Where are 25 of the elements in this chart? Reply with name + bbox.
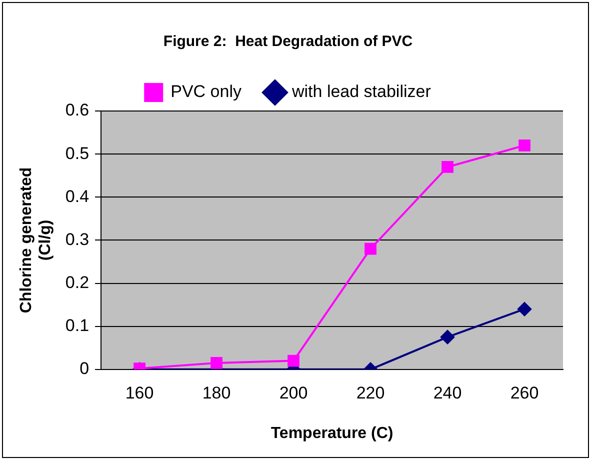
y-tick-label: 0.5 [65, 144, 90, 163]
point [440, 330, 455, 344]
point [442, 161, 454, 173]
chart-title: Figure 2: Heat Degradation of PVC [163, 33, 413, 50]
y-tick-label: 0.1 [65, 316, 90, 336]
legend-label: with lead stabilizer [290, 82, 432, 102]
x-tick-label: 260 [510, 383, 539, 402]
point [518, 140, 530, 152]
y-tick-label: 0.4 [65, 186, 90, 206]
point [364, 242, 376, 255]
y-tick-label: 0.2 [65, 272, 90, 292]
y-axis-title: Chlorine generated (Cl/g) [18, 167, 54, 314]
x-axis-title: Temperature (C) [270, 424, 394, 442]
x-tick-label: 160 [125, 383, 154, 402]
x-tick-label: 240 [433, 383, 462, 402]
y-tick-label: 0 [80, 359, 90, 378]
x-tick-label: 200 [279, 383, 308, 402]
point [518, 302, 532, 316]
point [210, 356, 222, 369]
y-tick-label: 0.3 [65, 230, 90, 249]
x-tick-label: 220 [356, 383, 385, 402]
point [288, 354, 300, 367]
x-tick-label: 180 [202, 383, 231, 402]
legend-label: PVC only [170, 82, 242, 102]
y-tick-label: 0.6 [65, 100, 90, 120]
